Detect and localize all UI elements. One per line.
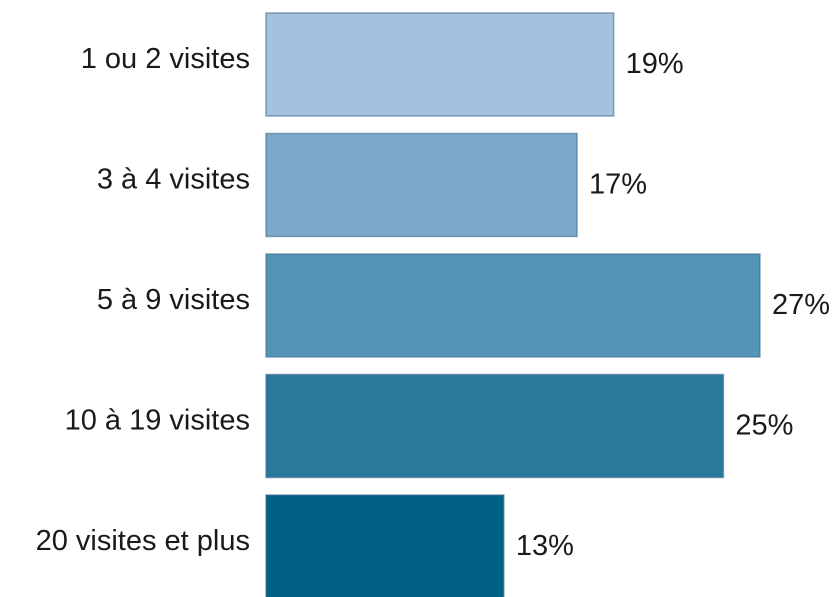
value-label: 17%: [589, 169, 647, 201]
bar: [265, 12, 615, 117]
bar: [265, 253, 761, 358]
category-label: 5 à 9 visites: [97, 284, 250, 316]
value-label: 19%: [626, 48, 684, 80]
bar: [265, 373, 725, 479]
bar: [265, 132, 578, 238]
category-label: 20 visites et plus: [36, 525, 250, 557]
value-label: 13%: [516, 530, 574, 562]
category-label: 1 ou 2 visites: [81, 43, 250, 75]
category-label: 3 à 4 visites: [97, 164, 250, 196]
category-label: 10 à 19 visites: [65, 405, 250, 437]
value-label: 25%: [735, 410, 793, 442]
value-label: 27%: [772, 289, 830, 321]
bar: [265, 494, 505, 597]
